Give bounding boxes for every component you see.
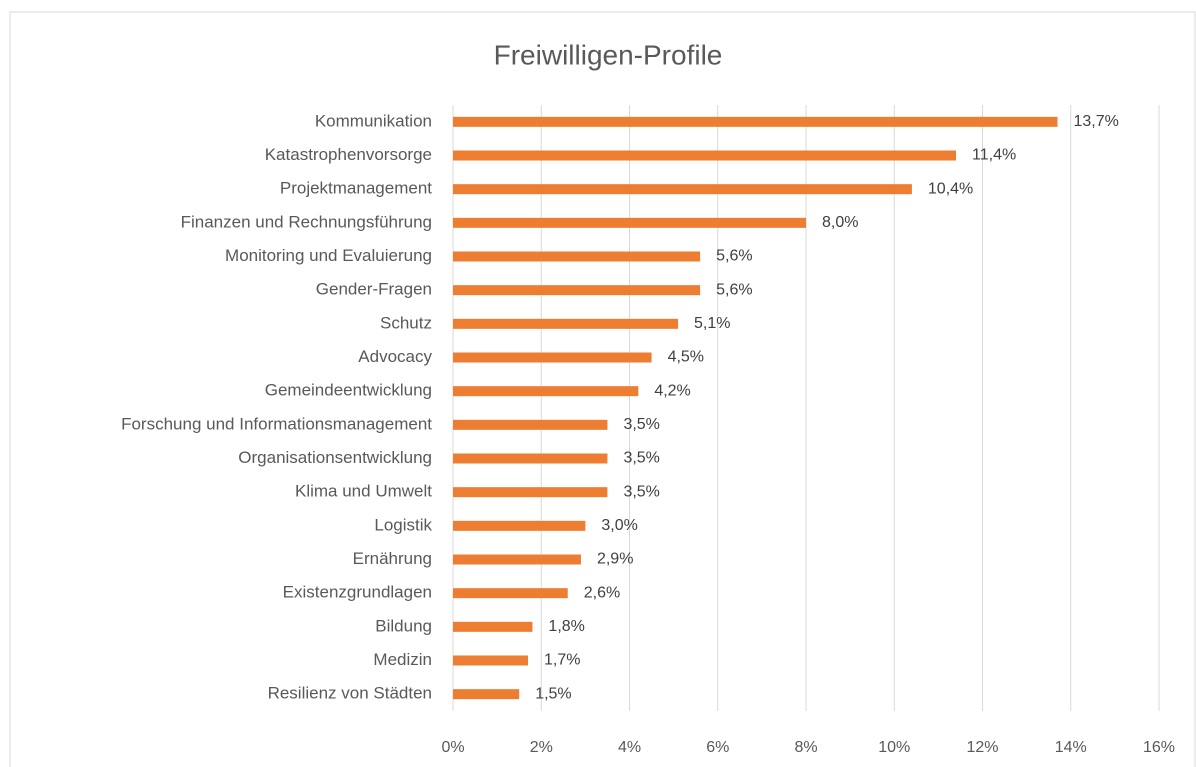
- category-label: Ernährung: [353, 549, 432, 568]
- value-label: 10,4%: [928, 180, 973, 197]
- value-label: 11,4%: [972, 147, 1016, 164]
- x-tick-label: 6%: [706, 739, 729, 756]
- bar: [453, 251, 701, 262]
- value-label: 13,7%: [1074, 113, 1119, 130]
- bar: [453, 285, 701, 296]
- bar: [453, 116, 1058, 127]
- bar: [453, 352, 652, 363]
- bar: [453, 318, 679, 329]
- category-label: Kommunikation: [315, 111, 432, 130]
- category-label: Gemeindeentwicklung: [265, 381, 432, 400]
- category-label: Forschung und Informationsmanagement: [121, 414, 432, 433]
- value-label: 2,6%: [584, 584, 620, 601]
- bar: [453, 150, 957, 161]
- value-label: 3,5%: [623, 450, 659, 467]
- category-label: Finanzen und Rechnungsführung: [181, 212, 432, 231]
- bar: [453, 621, 533, 632]
- bar: [453, 588, 568, 599]
- category-label: Resilienz von Städten: [268, 684, 432, 703]
- category-label: Schutz: [380, 313, 432, 332]
- x-tick-label: 0%: [441, 739, 464, 756]
- category-label: Organisationsentwicklung: [238, 448, 432, 467]
- category-label: Projektmanagement: [280, 179, 432, 198]
- category-label: Monitoring und Evaluierung: [225, 246, 432, 265]
- x-tick-label: 2%: [530, 739, 553, 756]
- x-tick-label: 14%: [1055, 739, 1087, 756]
- value-label: 1,7%: [544, 652, 580, 669]
- category-label: Katastrophenvorsorge: [265, 145, 432, 164]
- bar: [453, 689, 520, 700]
- value-label: 3,5%: [623, 416, 659, 433]
- value-label: 5,6%: [716, 248, 752, 265]
- value-label: 8,0%: [822, 214, 858, 231]
- value-label: 5,6%: [716, 281, 752, 298]
- value-label: 5,1%: [694, 315, 730, 332]
- x-tick-label: 16%: [1143, 739, 1175, 756]
- bar: [453, 520, 586, 531]
- value-label: 4,5%: [668, 349, 704, 366]
- value-label: 3,5%: [623, 483, 659, 500]
- value-label: 1,5%: [535, 685, 571, 702]
- x-tick-label: 10%: [878, 739, 910, 756]
- x-tick-label: 4%: [618, 739, 641, 756]
- x-tick-label: 8%: [794, 739, 817, 756]
- category-label: Medizin: [373, 650, 432, 669]
- category-label: Existenzgrundlagen: [283, 583, 432, 602]
- value-label: 4,2%: [654, 382, 690, 399]
- category-label: Bildung: [375, 616, 432, 635]
- category-label: Gender-Fragen: [316, 280, 432, 299]
- value-label: 1,8%: [548, 618, 584, 635]
- value-label: 3,0%: [601, 517, 637, 534]
- bar: [453, 453, 608, 464]
- bar: [453, 487, 608, 498]
- bar: [453, 655, 529, 666]
- value-label: 2,9%: [597, 551, 633, 568]
- bar: [453, 217, 806, 228]
- x-tick-label: 12%: [966, 739, 998, 756]
- bar: [453, 419, 608, 430]
- bar: [453, 386, 639, 397]
- category-label: Logistik: [374, 515, 432, 534]
- bar: [453, 184, 912, 195]
- category-label: Klima und Umwelt: [295, 482, 432, 501]
- chart-title: Freiwilligen-Profile: [494, 39, 723, 70]
- category-label: Advocacy: [358, 347, 432, 366]
- bar: [453, 554, 581, 565]
